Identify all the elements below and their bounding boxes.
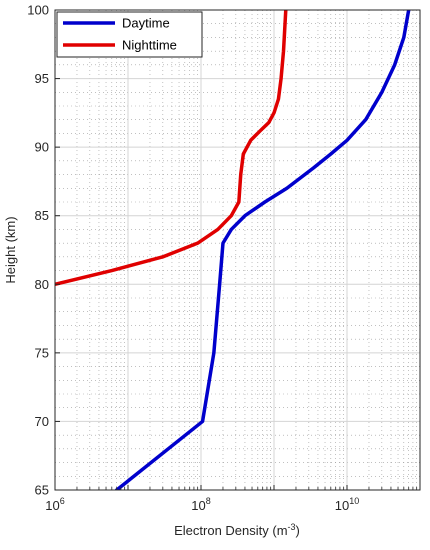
y-tick-label: 95	[35, 71, 49, 86]
tick-marks	[54, 9, 421, 491]
y-tick-label: 90	[35, 140, 49, 155]
plot-background	[55, 10, 420, 490]
legend-label-daytime: Daytime	[122, 16, 170, 31]
series-line-nighttime	[55, 10, 288, 287]
y-tick-label: 65	[35, 483, 49, 498]
x-tick-label: 108	[191, 496, 210, 513]
y-tick-label: 80	[35, 277, 49, 292]
y-axis-label: Height (km)	[3, 216, 18, 283]
y-tick-labels: 65 70 75 80 85 90 95 100	[27, 3, 49, 498]
x-tick-labels: 106 108 1010	[45, 496, 359, 513]
x-tick-label: 1010	[335, 496, 359, 513]
y-tick-label: 85	[35, 208, 49, 223]
x-axis-label: Electron Density (m-3)	[174, 522, 300, 538]
series-layer	[55, 10, 411, 490]
legend-box	[56, 11, 203, 58]
y-tick-label: 100	[27, 3, 49, 18]
series-line-daytime	[114, 10, 411, 490]
legend: Daytime Nighttime	[56, 11, 203, 58]
x-tick-label: 106	[45, 496, 64, 513]
y-tick-label: 75	[35, 345, 49, 360]
y-tick-label: 70	[35, 414, 49, 429]
plot-frame	[54, 9, 421, 491]
legend-label-nighttime: Nighttime	[122, 38, 177, 53]
